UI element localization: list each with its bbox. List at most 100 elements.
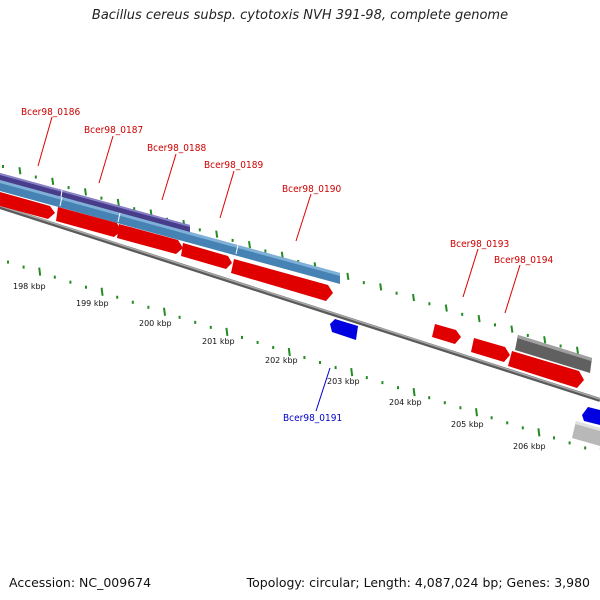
kbp-label: 199 kbp: [76, 299, 109, 308]
genome-backbone: [0, 205, 600, 402]
ruler-dot: [209, 325, 212, 329]
ruler-dot: [85, 285, 87, 289]
gene-arrow-bcer98-0187[interactable]: [56, 207, 121, 237]
ruler-dot: [365, 376, 368, 380]
ruler-dot: [241, 335, 243, 339]
gene-arrow-bcer98-0191[interactable]: [330, 319, 358, 340]
ruler-tick: [477, 314, 481, 323]
gene-arrow-bcer98-0190[interactable]: [231, 259, 333, 301]
gene-labels: Bcer98_0186 Bcer98_0187 Bcer98_0188 Bcer98_…: [21, 107, 553, 424]
kbp-label: 200 kbp: [139, 319, 172, 328]
gene-label-bcer98-0189[interactable]: Bcer98_0189: [204, 160, 263, 171]
ruler-dot: [69, 280, 72, 284]
kbp-label: 206 kbp: [513, 442, 546, 451]
ruler-dot: [461, 312, 464, 316]
ruler-dot: [133, 207, 136, 211]
gene-arrow-bcer98-0194-a[interactable]: [471, 338, 510, 362]
gene-arrow-edge-blue: [582, 407, 600, 425]
gene-label-bcer98-0186[interactable]: Bcer98_0186: [21, 107, 80, 118]
kbp-label: 202 kbp: [265, 356, 298, 365]
ruler-dot: [559, 344, 562, 348]
ruler-tick: [412, 388, 416, 397]
ruler-dot: [53, 275, 56, 279]
ruler-tick: [576, 346, 579, 354]
kbp-label: 201 kbp: [202, 337, 235, 346]
ruler-tick: [84, 188, 87, 196]
ruler-dot: [256, 340, 259, 344]
ruler-tick: [116, 198, 120, 207]
lower-ruler: [7, 260, 600, 451]
gene-arrow-bcer98-0194-b[interactable]: [508, 351, 584, 388]
ruler-dot: [381, 381, 384, 385]
ruler-dot: [334, 366, 337, 370]
ruler-tick: [100, 287, 104, 296]
gene-label-bcer98-0191[interactable]: Bcer98_0191: [283, 413, 342, 424]
ruler-dot: [272, 345, 275, 349]
ruler-dot: [395, 291, 398, 295]
ruler-dot: [506, 421, 509, 425]
ruler-dot: [526, 333, 529, 337]
ruler-tick: [412, 293, 415, 302]
ruler-tick: [51, 177, 55, 185]
ruler-tick: [225, 327, 229, 337]
ruler-dot: [7, 260, 9, 264]
gene-arrow-bcer98-0186[interactable]: [0, 192, 55, 219]
ruler-dot: [22, 265, 25, 269]
genome-title: Bacillus cereus subsp. cytotoxis NVH 391…: [91, 8, 509, 23]
kbp-label: 198 kbp: [13, 282, 46, 291]
kbp-label: 205 kbp: [451, 420, 484, 429]
ruler-tick: [163, 307, 166, 316]
ruler-tick: [475, 408, 478, 417]
ruler-tick: [537, 428, 541, 437]
ruler-dot: [198, 228, 201, 232]
ruler-dot: [231, 238, 234, 242]
ruler-dot: [116, 295, 119, 299]
ruler-dot: [147, 305, 150, 309]
ruler-dot: [443, 401, 446, 405]
ruler-tick: [248, 241, 251, 249]
ruler-dot: [397, 386, 399, 390]
ruler-dot: [194, 320, 197, 324]
ruler-dot: [428, 302, 431, 306]
ruler-tick: [350, 367, 354, 377]
ruler-dot: [494, 323, 496, 327]
gene-arrow-bcer98-0189[interactable]: [181, 243, 232, 269]
accession-text: Accession: NC_009674: [9, 575, 152, 590]
ruler-tick: [287, 347, 291, 357]
gene-label-bcer98-0194[interactable]: Bcer98_0194: [494, 255, 553, 266]
kbp-labels: 198 kbp 199 kbp 200 kbp 201 kbp 202 kbp 203 k…: [13, 282, 546, 451]
other-genes: [515, 335, 600, 446]
ruler-dot: [100, 196, 103, 200]
ruler-dot: [568, 441, 571, 445]
kbp-label: 204 kbp: [389, 398, 422, 407]
ruler-dot: [34, 175, 37, 179]
ruler-dot: [362, 281, 365, 285]
ruler-tick: [379, 283, 383, 291]
genome-summary-text: Topology: circular; Length: 4,087,024 bp…: [246, 575, 590, 590]
ruler-dot: [178, 315, 181, 319]
gene-label-bcer98-0190[interactable]: Bcer98_0190: [282, 184, 341, 195]
ruler-dot: [584, 446, 587, 450]
ruler-dot: [2, 164, 4, 168]
ruler-dot: [521, 426, 524, 430]
gene-label-bcer98-0193[interactable]: Bcer98_0193: [450, 239, 509, 250]
ruler-dot: [131, 300, 134, 304]
forward-genes: [0, 192, 584, 388]
kbp-label: 203 kbp: [327, 377, 360, 386]
ruler-tick: [18, 167, 22, 175]
ruler-dot: [297, 260, 300, 264]
ruler-dot: [67, 186, 70, 190]
ruler-dot: [319, 361, 321, 365]
label-leaders: [37, 116, 521, 412]
ruler-tick: [38, 267, 42, 276]
ruler-dot: [490, 416, 493, 420]
gene-arrow-bcer98-0188[interactable]: [117, 224, 183, 254]
gene-label-bcer98-0188[interactable]: Bcer98_0188: [147, 143, 206, 154]
cds-band-blue: [0, 180, 340, 284]
ruler-tick: [510, 325, 514, 333]
gene-label-bcer98-0187[interactable]: Bcer98_0187: [84, 125, 143, 136]
ruler-dot: [264, 249, 267, 253]
gene-arrow-bcer98-0193[interactable]: [432, 324, 461, 344]
